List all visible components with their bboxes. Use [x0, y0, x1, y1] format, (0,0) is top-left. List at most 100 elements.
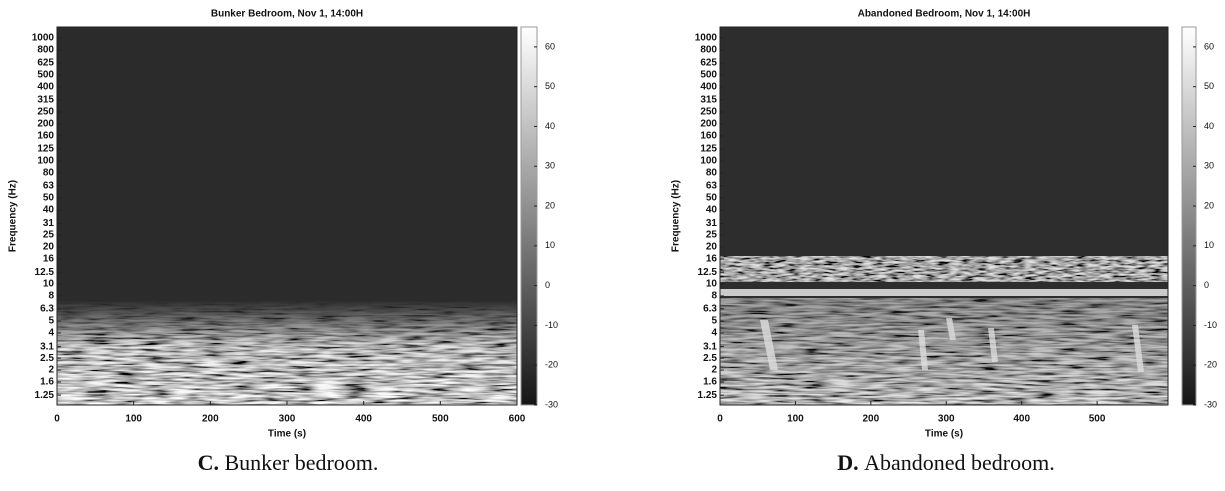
caption-label: C.: [198, 450, 219, 475]
y-tick-label: 20: [706, 242, 718, 253]
colorbar-tick-label: 20: [1204, 200, 1214, 210]
y-tick-label: 1.25: [35, 390, 55, 401]
y-tick-label: 3.1: [703, 341, 717, 352]
colorbar-tick-label: 0: [1204, 280, 1209, 290]
colorbar-tick-label: -10: [1204, 320, 1217, 330]
colorbar-tick-label: 30: [1204, 161, 1214, 171]
y-tick-label: 500: [700, 70, 717, 81]
y-tick-label: 160: [37, 131, 54, 142]
y-tick-label: 12.5: [698, 267, 718, 278]
colorbar-tick-label: -20: [1204, 360, 1217, 370]
y-tick-label: 125: [37, 144, 54, 155]
colorbar-tick-label: 50: [545, 81, 555, 91]
chart-title: Bunker Bedroom, Nov 1, 14:00H: [211, 9, 363, 20]
y-tick-label: 1.25: [698, 390, 718, 401]
x-tick-label: 200: [202, 414, 219, 425]
y-tick-label: 40: [706, 205, 718, 216]
caption: C. Bunker bedroom.: [198, 450, 379, 475]
caption-label: D.: [837, 450, 858, 475]
x-tick-label: 600: [509, 414, 526, 425]
caption: D. Abandoned bedroom.: [837, 450, 1055, 475]
y-tick-label: 315: [700, 94, 717, 105]
colorbar-tick-label: 40: [1204, 121, 1214, 131]
y-tick-label: 4: [48, 328, 54, 339]
x-tick-label: 100: [787, 414, 804, 425]
caption-text: Abandoned bedroom.: [864, 450, 1055, 475]
y-tick-label: 80: [706, 168, 718, 179]
colorbar-tick-label: 60: [1204, 41, 1214, 51]
x-tick-label: 400: [1013, 414, 1030, 425]
y-tick-label: 400: [37, 82, 54, 93]
y-tick-label: 63: [43, 180, 55, 191]
y-tick-label: 2.5: [40, 353, 54, 364]
y-tick-label: 1.6: [703, 377, 717, 388]
y-tick-label: 10: [706, 279, 718, 290]
y-tick-label: 1000: [695, 33, 718, 44]
y-axis-label: Frequency (Hz): [8, 180, 19, 252]
y-tick-label: 2: [711, 365, 717, 376]
y-tick-label: 6.3: [40, 303, 54, 314]
y-tick-label: 100: [700, 156, 717, 167]
spectrogram-image: [57, 27, 1168, 405]
y-tick-label: 200: [700, 119, 717, 130]
x-tick-label: 300: [279, 414, 296, 425]
y-tick-label: 1000: [32, 33, 55, 44]
charts: Bunker Bedroom, Nov 1, 14:00H1.251.622.5…: [8, 9, 1217, 475]
colorbar-tick-label: -10: [545, 320, 558, 330]
x-axis-label: Time (s): [925, 429, 963, 440]
colorbar-tick-label: 40: [545, 121, 555, 131]
colorbar: [1181, 26, 1197, 406]
y-axis-label: Frequency (Hz): [671, 180, 682, 252]
colorbar-tick-label: 30: [545, 161, 555, 171]
y-tick-label: 50: [706, 193, 718, 204]
y-tick-label: 2.5: [703, 353, 717, 364]
y-tick-label: 400: [700, 82, 717, 93]
y-tick-label: 1.6: [40, 377, 54, 388]
x-tick-label: 500: [432, 414, 449, 425]
y-tick-label: 2: [48, 365, 54, 376]
y-tick-label: 250: [700, 107, 717, 118]
y-tick-label: 160: [700, 131, 717, 142]
y-tick-label: 500: [37, 70, 54, 81]
colorbar-tick-label: -20: [545, 360, 558, 370]
y-tick-label: 20: [43, 242, 55, 253]
colorbar-tick-label: 50: [1204, 81, 1214, 91]
x-tick-label: 400: [355, 414, 372, 425]
y-tick-label: 125: [700, 144, 717, 155]
y-tick-label: 625: [700, 58, 717, 69]
colorbar-tick-label: -30: [545, 399, 558, 409]
y-tick-label: 63: [706, 180, 718, 191]
x-tick-label: 300: [938, 414, 955, 425]
y-tick-label: 5: [711, 316, 717, 327]
x-tick-label: 0: [54, 414, 60, 425]
y-tick-label: 16: [43, 254, 55, 265]
y-tick-label: 40: [43, 205, 55, 216]
x-tick-label: 500: [1089, 414, 1106, 425]
y-tick-label: 50: [43, 193, 55, 204]
caption-text: Bunker bedroom.: [224, 450, 378, 475]
x-tick-label: 100: [125, 414, 142, 425]
y-tick-label: 6.3: [703, 303, 717, 314]
y-tick-label: 4: [711, 328, 717, 339]
y-tick-label: 5: [48, 316, 54, 327]
colorbar: [520, 26, 538, 406]
y-tick-label: 25: [43, 230, 55, 241]
colorbar-tick-label: 20: [545, 200, 555, 210]
y-tick-label: 16: [706, 254, 718, 265]
y-tick-label: 12.5: [35, 267, 55, 278]
colorbar-tick-label: 10: [1204, 240, 1214, 250]
y-tick-label: 8: [711, 291, 717, 302]
y-tick-label: 10: [43, 279, 55, 290]
colorbar-tick-label: -30: [1204, 399, 1217, 409]
chart-title: Abandoned Bedroom, Nov 1, 14:00H: [858, 9, 1031, 20]
x-tick-label: 0: [717, 414, 723, 425]
y-tick-label: 625: [37, 58, 54, 69]
plot-frame: [719, 26, 1169, 406]
colorbar-tick-label: 0: [545, 280, 550, 290]
y-tick-label: 31: [43, 218, 55, 229]
x-tick-label: 200: [862, 414, 879, 425]
y-tick-label: 200: [37, 119, 54, 130]
y-tick-label: 800: [700, 44, 717, 55]
y-tick-label: 100: [37, 156, 54, 167]
